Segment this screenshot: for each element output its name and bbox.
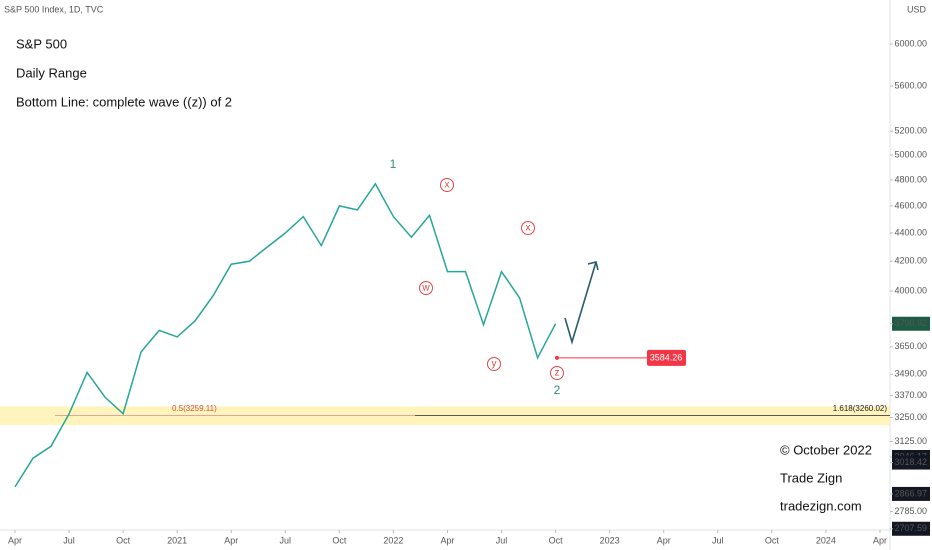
x-tick-label: Apr <box>8 535 22 545</box>
price-tag-label: 3584.26 <box>650 352 683 362</box>
price-box <box>892 486 930 501</box>
y-tick-label: 2785.00 <box>894 506 927 516</box>
price-line <box>14 182 557 488</box>
wave-label: x <box>445 180 450 191</box>
x-tick-label: Oct <box>332 535 347 545</box>
fib-label: 1.618(3260.02) <box>833 404 888 413</box>
price-box <box>892 316 930 331</box>
price-box <box>892 521 930 536</box>
x-tick-label: Jul <box>63 535 75 545</box>
y-tick-label: 3790.92 <box>894 318 927 328</box>
y-tick-label: 3250.00 <box>894 412 927 422</box>
x-tick-label: Jul <box>280 535 292 545</box>
x-tick-label: 2023 <box>600 535 620 545</box>
x-tick-label: 2021 <box>167 535 187 545</box>
x-tick-label: Apr <box>224 535 238 545</box>
projection-arrow <box>564 261 599 345</box>
y-tick-label: 3490.00 <box>894 369 927 379</box>
x-tick-label: Oct <box>549 535 564 545</box>
wave-circle <box>550 366 564 380</box>
y-tick-label: 4200.00 <box>894 256 927 266</box>
y-tick-label: 3650.00 <box>894 341 927 351</box>
note: Bottom Line: complete wave ((z)) of 2 <box>16 94 232 109</box>
y-tick-label: 3018.42 <box>894 457 927 467</box>
wave-label: 1 <box>390 157 397 171</box>
wave-label: 2 <box>554 383 561 397</box>
note: S&P 500 <box>16 36 67 51</box>
price-box <box>892 455 930 470</box>
y-tick-label: 2866.97 <box>894 488 927 498</box>
y-tick-label: 4400.00 <box>894 227 927 237</box>
wave-label: y <box>492 359 497 370</box>
wave-label: z <box>555 368 560 379</box>
x-tick-label: Oct <box>765 535 780 545</box>
y-tick-label: 3370.00 <box>894 390 927 400</box>
fib-label: 0.5(3259.11) <box>172 404 217 413</box>
x-tick-label: 2022 <box>383 535 403 545</box>
wave-circle <box>521 221 535 235</box>
chart-title: S&P 500 Index, 1D, TVC <box>4 4 104 14</box>
credit: tradezign.com <box>780 498 862 513</box>
wave-circle <box>487 357 501 371</box>
x-tick-label: Apr <box>873 535 887 545</box>
y-tick-label: 4000.00 <box>894 285 927 295</box>
x-tick-label: 2024 <box>816 535 836 545</box>
y-tick-label: 4800.00 <box>894 174 927 184</box>
x-tick-label: Jul <box>496 535 508 545</box>
price-tag <box>647 349 686 366</box>
note: Daily Range <box>16 65 87 80</box>
y-tick-label: 6000.00 <box>894 38 927 48</box>
wave-label: x <box>526 223 531 234</box>
y-tick-label: 4600.00 <box>894 200 927 210</box>
y-tick-label: 5600.00 <box>894 80 927 90</box>
currency: USD <box>907 4 927 14</box>
y-tick-label: 3125.00 <box>894 436 927 446</box>
wave-circle <box>419 281 433 295</box>
y-tick-label: 5200.00 <box>894 126 927 136</box>
wave-circle <box>440 178 454 192</box>
x-tick-label: Apr <box>440 535 454 545</box>
x-tick-label: Oct <box>116 535 131 545</box>
y-tick-label: 2707.59 <box>894 523 927 533</box>
credit: © October 2022 <box>780 442 872 457</box>
credit: Trade Zign <box>780 470 842 485</box>
wave-label: w <box>421 283 430 294</box>
y-tick-label: 5000.00 <box>894 149 927 159</box>
price-dot <box>555 355 559 360</box>
x-tick-label: Apr <box>657 535 671 545</box>
x-tick-label: Jul <box>712 535 724 545</box>
